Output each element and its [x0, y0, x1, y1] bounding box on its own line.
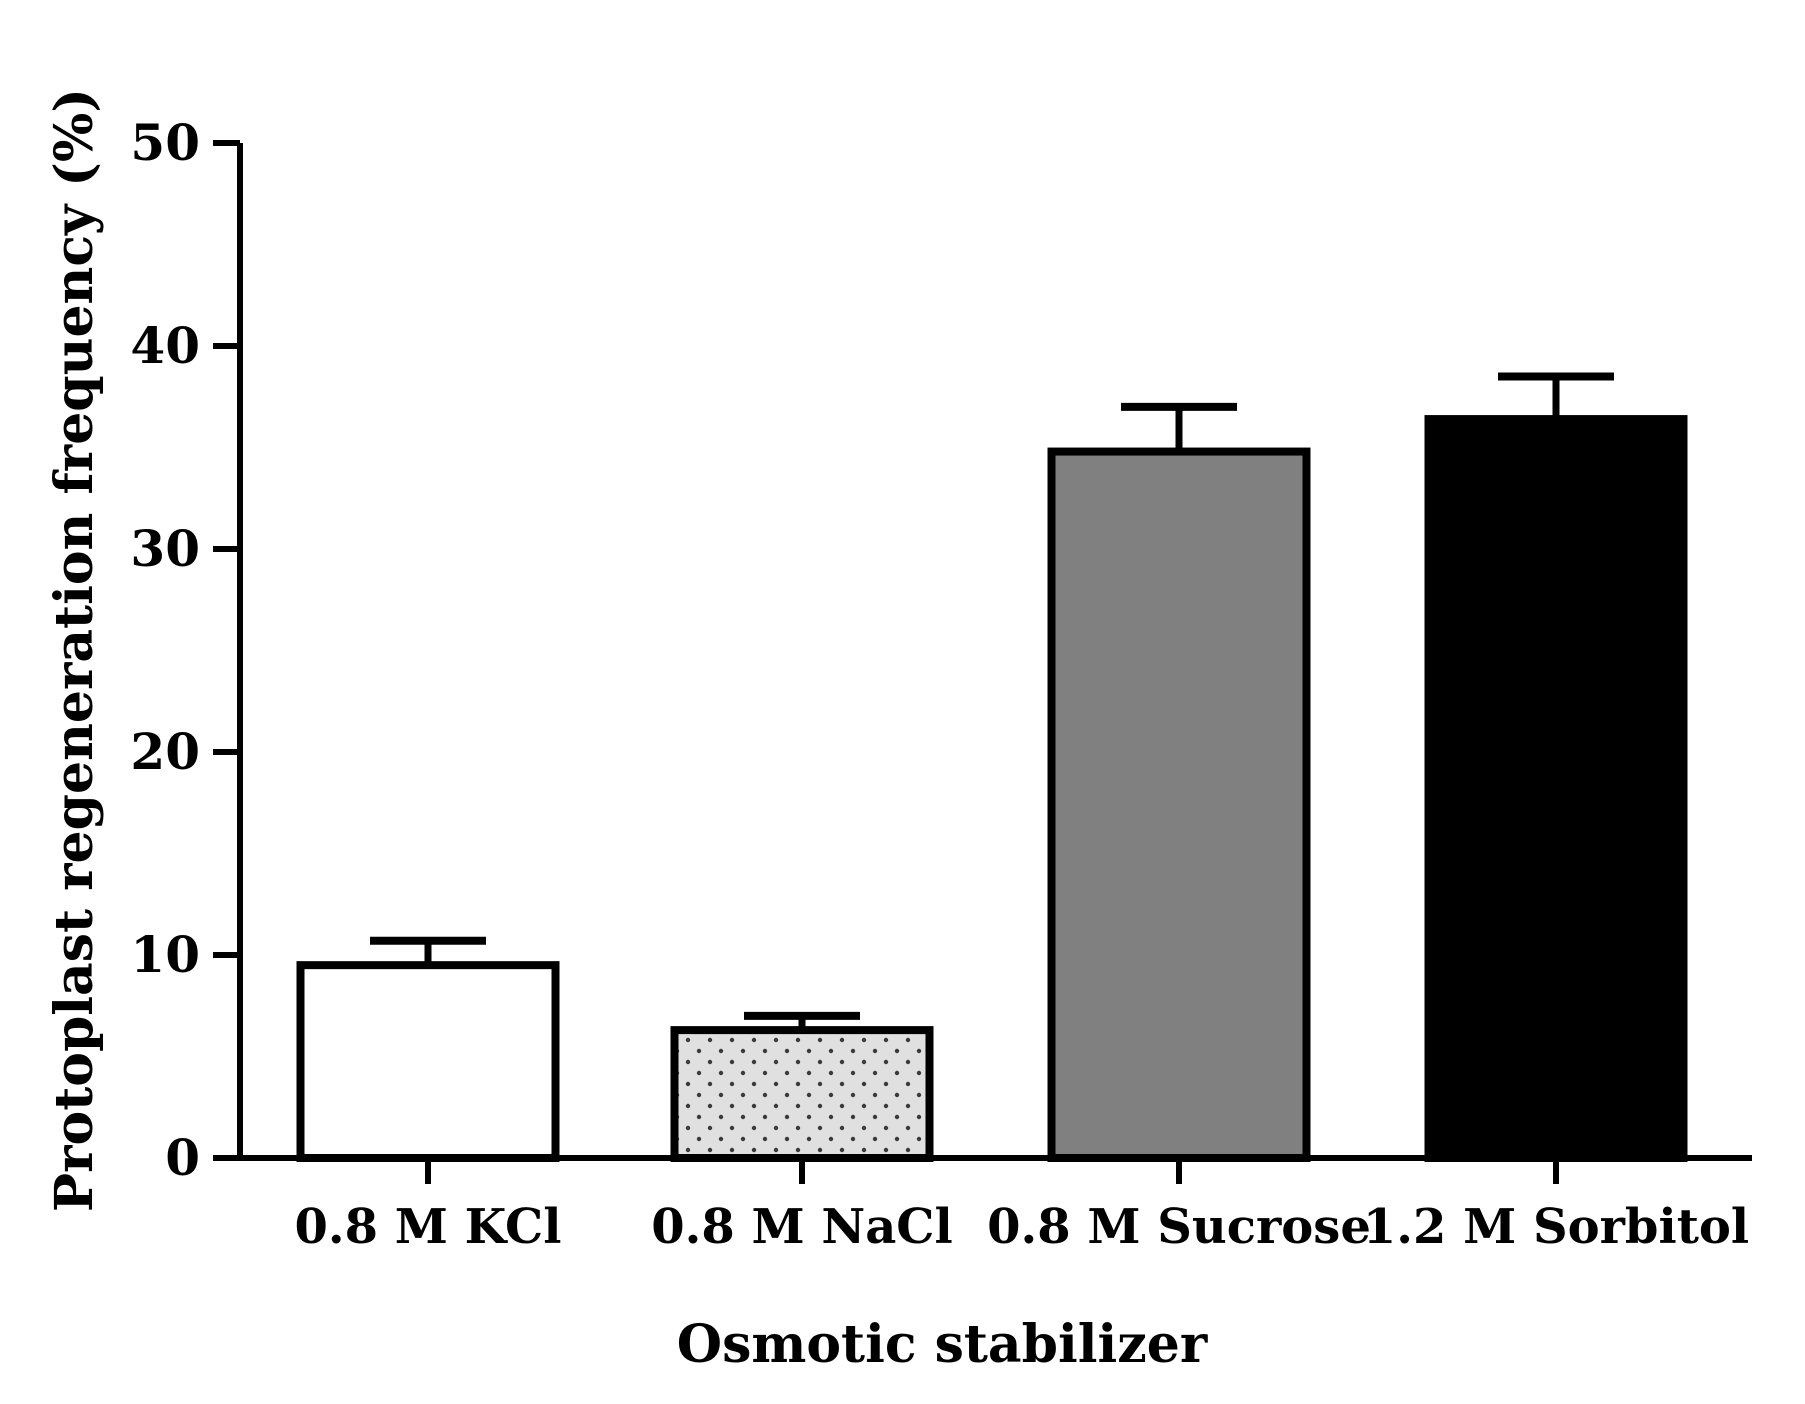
axes: 0 10 20 30 40 50 0.8 M KCl 0.8 M NaCl 0.8 M Suc…: [130, 113, 1752, 1255]
y-tick-label-30: 30: [130, 519, 200, 578]
x-tick-label-1: 0.8 M KCl: [295, 1199, 562, 1255]
error-bars: [370, 372, 1614, 1031]
x-tick-label-4: 1.2 M Sorbitol: [1363, 1199, 1749, 1255]
y-tick-label-10: 10: [130, 925, 200, 984]
bars: [296, 415, 1688, 1163]
bar-1: [296, 961, 560, 1163]
x-tick-label-2: 0.8 M NaCl: [651, 1199, 952, 1255]
bar-4: [1424, 415, 1688, 1162]
y-tick-label-40: 40: [130, 316, 200, 375]
y-tick-label-0: 0: [165, 1128, 200, 1187]
y-axis-label: Protoplast regeneration frequency (%): [44, 88, 105, 1212]
x-tick-label-3: 0.8 M Sucrose: [987, 1199, 1371, 1255]
y-tick-label-20: 20: [130, 722, 200, 781]
bar-2: [670, 1026, 934, 1162]
y-ticks: 0 10 20 30 40 50: [130, 113, 240, 1187]
x-axis-label: Osmotic stabilizer: [677, 1314, 1208, 1375]
bar-3: [1047, 447, 1311, 1162]
y-tick-label-50: 50: [130, 113, 200, 172]
